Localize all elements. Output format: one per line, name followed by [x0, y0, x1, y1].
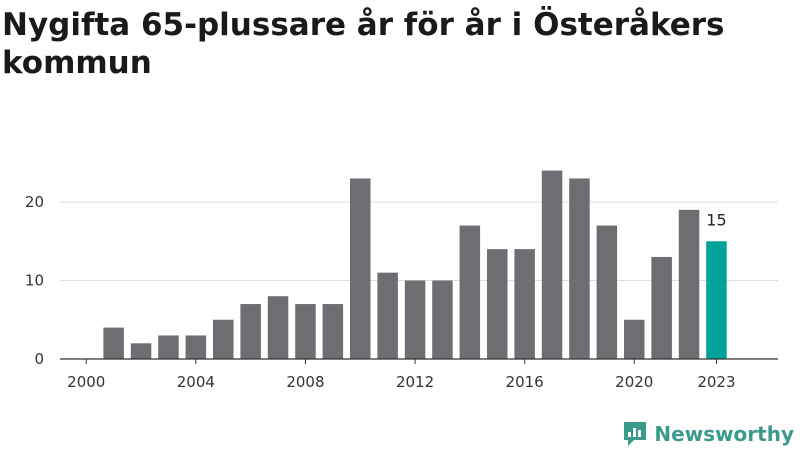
bars	[103, 170, 727, 359]
bar-2020	[624, 319, 645, 359]
x-tick-label: 2000	[67, 373, 105, 391]
bar-2007	[267, 296, 289, 359]
bar-2019	[596, 225, 618, 359]
bar-2003	[158, 335, 179, 359]
x-tick-label: 2020	[615, 373, 653, 391]
data-label-2023: 15	[706, 210, 726, 229]
bar-2012	[404, 280, 426, 359]
x-tick-label: 2012	[396, 373, 434, 391]
bar-2005	[213, 319, 234, 359]
y-tick-label: 20	[25, 193, 44, 211]
newsworthy-logo-icon	[624, 422, 647, 446]
y-axis-tick-labels: 0 10 20	[25, 193, 44, 368]
bar-2018	[569, 178, 590, 359]
bar-2021	[651, 256, 672, 359]
bar-2013	[432, 280, 453, 359]
bar-2017	[541, 170, 563, 359]
bar-2001	[103, 327, 124, 359]
bar-2004	[185, 335, 207, 359]
bar-2011	[377, 272, 398, 359]
y-tick-label: 0	[34, 350, 44, 368]
bar-2009	[322, 304, 344, 359]
x-tick-label: 2008	[286, 373, 324, 391]
bar-2002	[130, 343, 152, 359]
x-tick-label: 2016	[506, 373, 544, 391]
newsworthy-brand: Newsworthy	[622, 420, 794, 448]
bar-2008	[295, 304, 316, 359]
brand-name: Newsworthy	[654, 422, 794, 446]
x-axis: 2000 2004 2008 2012 2016 2020 2023	[60, 358, 778, 391]
bar-2006	[240, 304, 261, 359]
bar-2016	[514, 249, 535, 359]
bar-2014	[459, 225, 481, 359]
y-tick-label: 10	[25, 272, 44, 290]
x-tick-label: 2023	[697, 373, 735, 391]
bar-2023	[706, 241, 727, 359]
data-labels: 15	[706, 210, 726, 229]
x-tick-label: 2004	[177, 373, 215, 391]
chart-title: Nygifta 65-plussare år för år i Österåke…	[2, 7, 725, 81]
bar-2010	[350, 178, 371, 359]
bar-2022	[678, 209, 700, 359]
bar-2015	[487, 249, 508, 359]
